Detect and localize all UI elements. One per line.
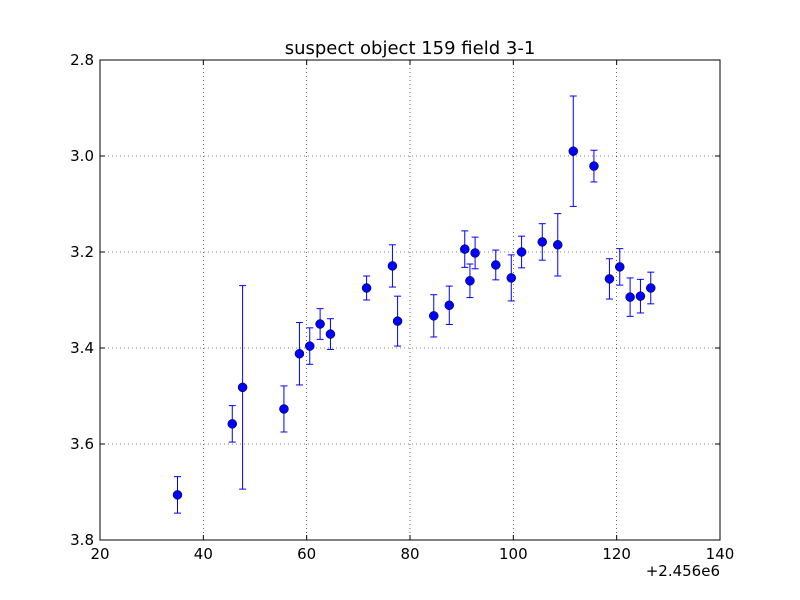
data-point	[553, 240, 563, 250]
data-point	[279, 404, 289, 414]
data-point	[325, 329, 336, 339]
y-tick-label: 3.4	[70, 339, 94, 357]
y-tick-label: 3.8	[70, 531, 94, 549]
x-tick-label: 60	[297, 545, 316, 563]
y-tick-label: 3.2	[70, 243, 94, 261]
data-point	[172, 490, 183, 500]
x-offset-label: +2.456e6	[646, 562, 720, 580]
error-bars	[174, 95, 655, 514]
data-point	[237, 382, 248, 393]
x-tick-label: 20	[90, 545, 109, 563]
data-point	[625, 292, 635, 302]
y-tick-label: 3.6	[70, 435, 94, 453]
chart-title: suspect object 159 field 3-1	[285, 38, 536, 59]
data-point	[604, 274, 615, 284]
data-point	[361, 283, 372, 293]
x-tick-label: 120	[602, 545, 631, 563]
data-point	[392, 316, 403, 326]
data-point	[646, 283, 656, 293]
data-points	[172, 146, 656, 500]
y-tick-label: 3.0	[70, 147, 94, 165]
x-tick-label: 40	[194, 545, 213, 563]
data-point	[516, 247, 527, 257]
x-tick-label: 80	[400, 545, 419, 563]
x-axis: 20 40 60 80 100 120 140	[90, 60, 734, 563]
data-point	[387, 261, 398, 271]
data-point	[305, 341, 315, 351]
grid	[100, 60, 720, 540]
data-point	[465, 276, 475, 286]
y-axis: 2.8 3.0 3.2 3.4 3.6 3.8	[70, 51, 720, 549]
data-point	[568, 146, 579, 156]
data-point	[315, 319, 325, 329]
data-point	[491, 260, 501, 270]
data-point	[537, 237, 548, 247]
y-tick-label: 2.8	[70, 51, 94, 69]
data-point	[227, 419, 238, 429]
data-point	[635, 291, 646, 301]
data-point	[444, 300, 455, 311]
data-point	[294, 349, 305, 359]
data-point	[615, 262, 625, 272]
data-point	[589, 161, 599, 171]
x-tick-label: 140	[706, 545, 735, 563]
data-point	[506, 273, 517, 283]
x-tick-label: 100	[499, 545, 528, 563]
data-point	[460, 244, 470, 254]
data-point	[470, 248, 480, 258]
data-point	[429, 311, 439, 321]
